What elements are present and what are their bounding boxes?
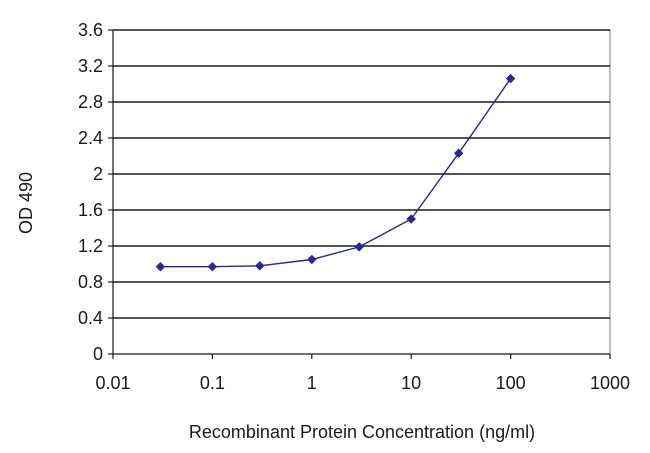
series-0-point-7 [505,73,516,84]
y-tick-label-1: 0.4 [78,308,103,328]
series-0-point-6 [453,148,464,159]
x-tick-label-3: 10 [401,373,421,393]
series-0-point-5 [406,214,417,224]
series-0-point-4 [354,242,365,252]
y-tick-label-4: 1.6 [78,200,103,220]
series-0-point-0 [155,261,166,272]
y-axis-title: OD 490 [16,172,36,234]
series-0-point-1 [207,261,218,272]
x-tick-label-4: 100 [496,373,526,393]
x-tick-label-0: 0.01 [95,373,130,393]
x-axis-title: Recombinant Protein Concentration (ng/ml… [189,422,535,442]
y-tick-label-5: 2 [93,164,103,184]
x-tick-label-2: 1 [307,373,317,393]
series-0-point-2 [254,260,265,271]
y-tick-label-7: 2.8 [78,92,103,112]
y-tick-label-0: 0 [93,344,103,364]
y-tick-label-8: 3.2 [78,56,103,76]
x-tick-label-5: 1000 [590,373,630,393]
y-tick-label-9: 3.6 [78,20,103,40]
x-tick-labels: 0.01 0.1 1 10 100 1000 [95,373,630,393]
y-tick-label-3: 1.2 [78,236,103,256]
y-tick-label-2: 0.8 [78,272,103,292]
series-layer [155,73,516,272]
y-tick-label-6: 2.4 [78,128,103,148]
x-tick-label-1: 0.1 [200,373,225,393]
axes [108,29,611,359]
gridlines [113,29,610,319]
y-tick-labels: 0 0.4 0.8 1.2 1.6 2 2.4 2.8 3.2 3.6 [78,20,103,364]
series-0-point-3 [306,254,317,265]
series-0-line [160,78,512,268]
plot-area [112,29,611,355]
